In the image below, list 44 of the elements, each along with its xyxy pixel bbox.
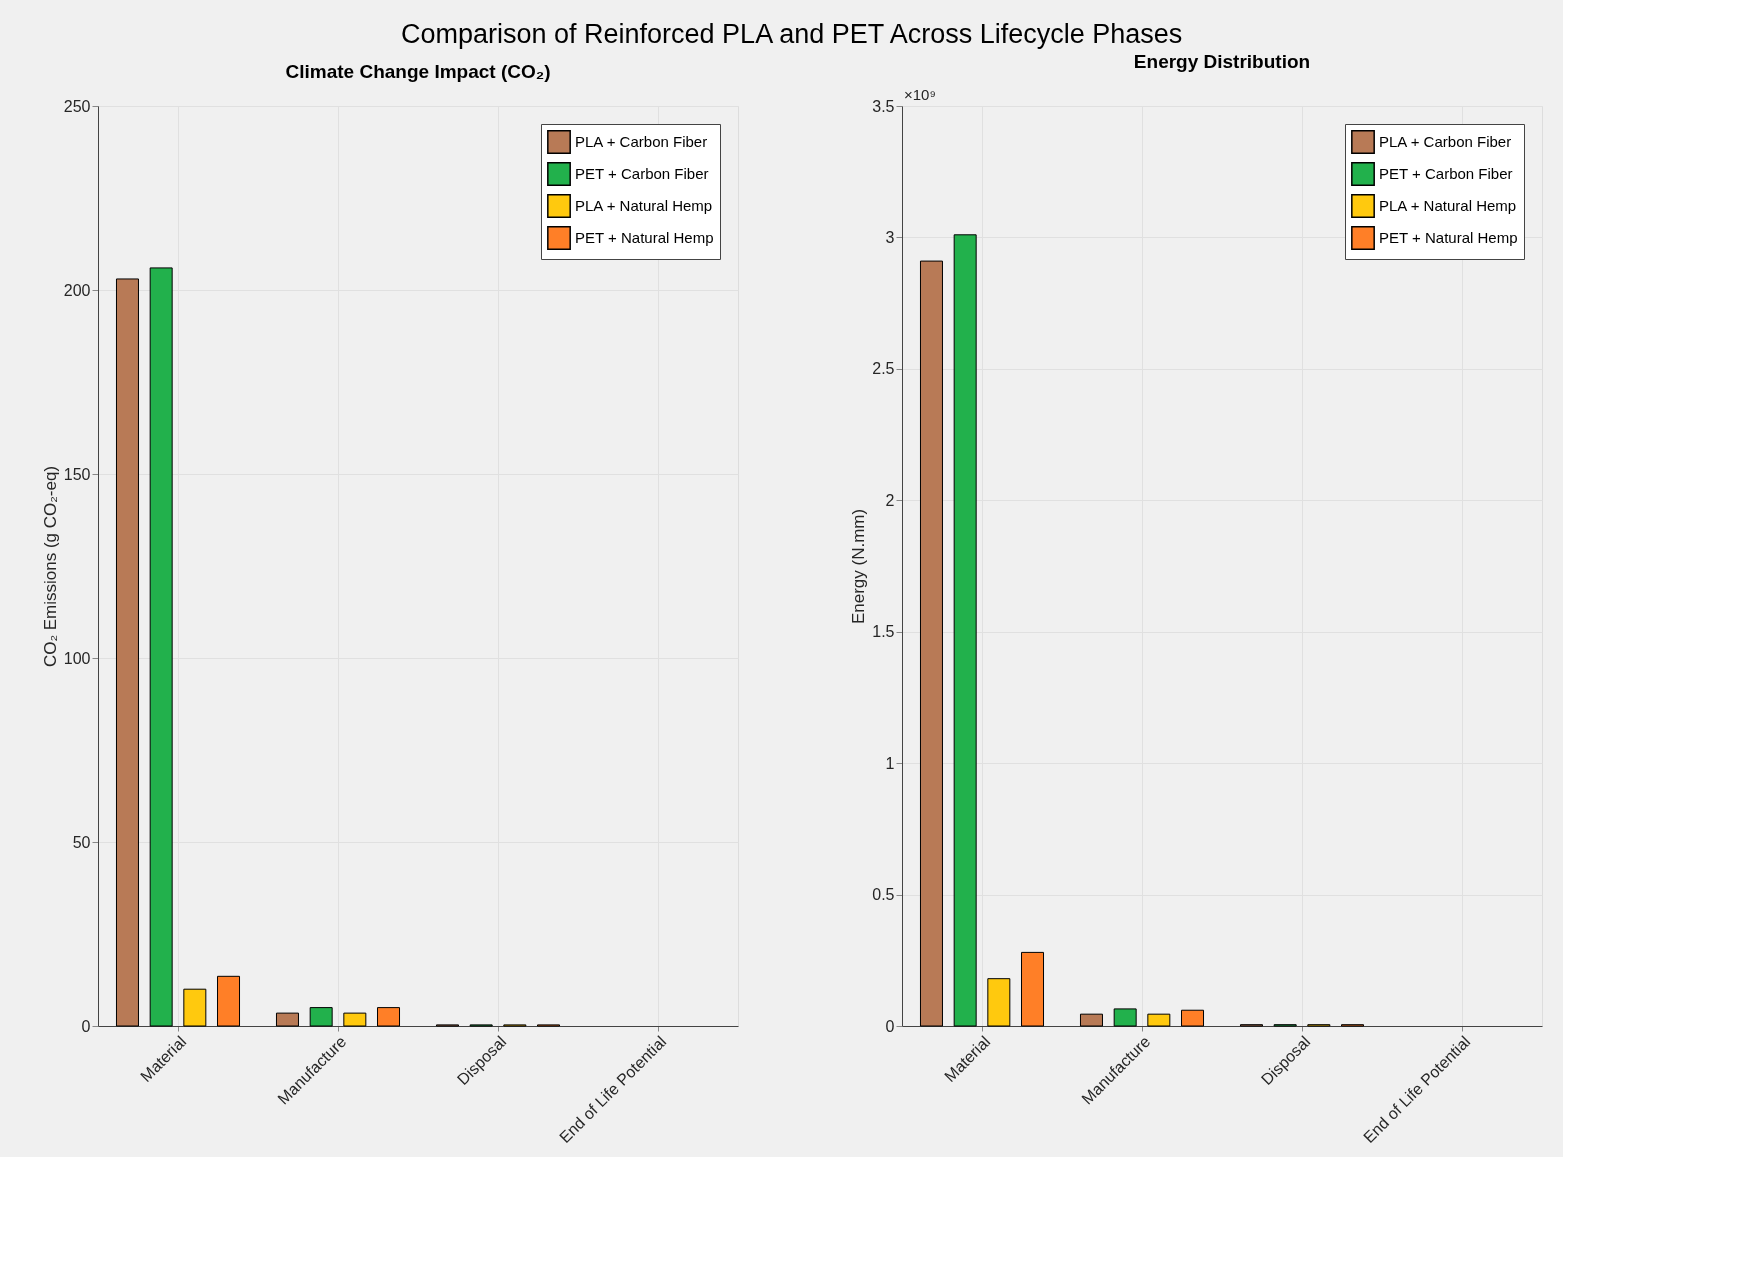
bar bbox=[149, 267, 173, 1027]
y-axis-title: Energy (N.mm) bbox=[849, 508, 869, 625]
bar bbox=[1181, 1009, 1205, 1027]
legend-label: PET + Natural Hemp bbox=[575, 229, 714, 246]
bar bbox=[217, 975, 241, 1027]
legend-label: PET + Natural Hemp bbox=[1379, 229, 1518, 246]
y-tick-label: 2.5 bbox=[872, 360, 895, 378]
y-tick-label: 50 bbox=[72, 833, 91, 851]
y-tick-label: 150 bbox=[63, 465, 91, 483]
bar bbox=[1113, 1008, 1137, 1027]
bar bbox=[115, 278, 139, 1027]
y-tick-label: 0 bbox=[885, 1017, 895, 1035]
bar bbox=[1079, 1013, 1103, 1027]
legend-label: PLA + Carbon Fiber bbox=[575, 133, 708, 150]
bar bbox=[183, 988, 207, 1027]
y-tick-label: 3 bbox=[885, 228, 895, 246]
bar bbox=[377, 1007, 401, 1027]
bar bbox=[919, 260, 943, 1027]
bar bbox=[1021, 951, 1045, 1027]
bar bbox=[343, 1012, 367, 1027]
y-tick-label: 250 bbox=[63, 97, 91, 115]
y-tick-label: 2 bbox=[885, 491, 895, 509]
y-tick-label: 200 bbox=[63, 281, 91, 299]
y-axis-title: CO₂ Emissions (g CO₂-eq) bbox=[40, 465, 60, 668]
text: Comparison of Reinforced PLA and PET Across Lifecycle Phases bbox=[400, 18, 1183, 49]
bar bbox=[1147, 1013, 1171, 1027]
y-tick-label: 0.5 bbox=[872, 886, 895, 904]
chart-title: Energy Distribution bbox=[1133, 51, 1311, 72]
bar bbox=[309, 1007, 333, 1027]
legend-label: PET + Carbon Fiber bbox=[575, 165, 709, 182]
bar bbox=[987, 978, 1011, 1027]
legend-label: PET + Carbon Fiber bbox=[1379, 165, 1513, 182]
y-tick-label: 3.5 bbox=[872, 97, 895, 115]
y-tick-label: 1.5 bbox=[872, 623, 895, 641]
bar bbox=[275, 1012, 299, 1027]
y-tick-label: 0 bbox=[81, 1017, 91, 1035]
legend-label: PLA + Carbon Fiber bbox=[1379, 133, 1512, 150]
text: ×10⁹ bbox=[904, 86, 936, 103]
legend-label: PLA + Natural Hemp bbox=[575, 197, 713, 214]
chart-title: Climate Change Impact (CO₂) bbox=[285, 61, 551, 82]
legend-label: PLA + Natural Hemp bbox=[1379, 197, 1517, 214]
bar bbox=[953, 234, 977, 1027]
y-tick-label: 100 bbox=[63, 649, 91, 667]
y-tick-label: 1 bbox=[885, 754, 895, 772]
